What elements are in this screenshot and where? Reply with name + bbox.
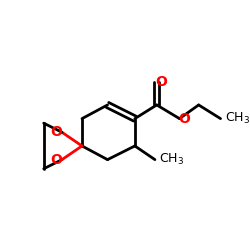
Text: O: O	[50, 125, 62, 139]
Text: CH$_3$: CH$_3$	[160, 152, 184, 167]
Text: O: O	[155, 75, 167, 89]
Text: CH$_3$: CH$_3$	[225, 111, 250, 126]
Text: O: O	[178, 112, 190, 126]
Text: O: O	[50, 153, 62, 167]
